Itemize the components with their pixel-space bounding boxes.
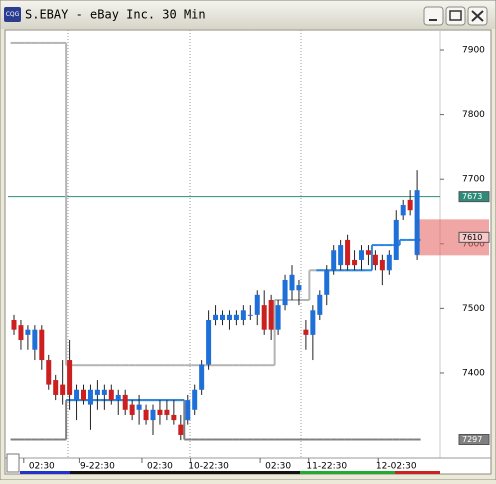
x-tick-label: 10-22:30 bbox=[188, 462, 229, 472]
candle-body bbox=[32, 329, 38, 350]
candle-body bbox=[261, 305, 267, 330]
candle-body bbox=[94, 389, 100, 395]
candle-body bbox=[171, 414, 177, 421]
candle-body bbox=[25, 329, 31, 335]
y-tick-label: 7900 bbox=[462, 46, 485, 56]
candle-body bbox=[296, 285, 302, 291]
x-tick-label: 12-02:30 bbox=[376, 462, 417, 472]
candle-body bbox=[414, 190, 420, 255]
candle-body bbox=[268, 299, 274, 330]
candle-body bbox=[386, 254, 392, 271]
x-tick-label: 02:30 bbox=[265, 462, 291, 472]
x-tick-label: 02:30 bbox=[147, 462, 173, 472]
time-bar-2 bbox=[70, 471, 300, 474]
candle-body bbox=[407, 199, 413, 211]
candle-body bbox=[39, 329, 45, 361]
candle-body bbox=[74, 389, 80, 401]
candle-body bbox=[352, 259, 358, 266]
y-tick-label: 7800 bbox=[462, 110, 485, 120]
candle-body bbox=[87, 389, 93, 405]
x-tick-label: 11-22:30 bbox=[306, 462, 347, 472]
candle-body bbox=[150, 409, 156, 421]
candle-body bbox=[164, 409, 170, 415]
candle-body bbox=[136, 404, 142, 410]
title-bar bbox=[1, 1, 495, 29]
maximize-button[interactable] bbox=[445, 6, 466, 26]
candle-body bbox=[101, 389, 107, 395]
window-title: S.EBAY - eBay Inc. 30 Min bbox=[25, 8, 206, 22]
candle-body bbox=[303, 329, 309, 335]
candle-body bbox=[108, 389, 114, 401]
candle-body bbox=[11, 320, 17, 330]
candle-body bbox=[185, 400, 191, 421]
candle-body bbox=[122, 394, 128, 410]
candle-body bbox=[143, 409, 149, 421]
price-tag-label: 7297 bbox=[462, 435, 482, 444]
y-tick-label: 7500 bbox=[462, 304, 485, 314]
candle-body bbox=[157, 409, 163, 415]
candle-body bbox=[213, 314, 219, 321]
x-tick-label: 9-22:30 bbox=[80, 462, 115, 472]
candle-body bbox=[359, 250, 364, 260]
price-tag-box bbox=[458, 433, 490, 445]
time-bar-1 bbox=[20, 471, 70, 474]
candle-body bbox=[192, 389, 198, 410]
y-tick-label: 7700 bbox=[462, 175, 485, 185]
candle-body bbox=[365, 250, 371, 255]
time-bar-3 bbox=[300, 471, 395, 474]
candle-body bbox=[226, 314, 232, 321]
candle-body bbox=[53, 380, 59, 395]
candle-body bbox=[81, 389, 86, 401]
candle-body bbox=[400, 205, 406, 216]
app-icon bbox=[4, 7, 21, 22]
minimize-button[interactable] bbox=[423, 6, 444, 26]
candle-body bbox=[372, 254, 378, 266]
candle-body bbox=[282, 279, 288, 306]
price-tag-label: 7610 bbox=[462, 233, 482, 242]
app-icon-text: CQG bbox=[6, 11, 20, 18]
candle-body bbox=[60, 384, 66, 395]
candle-body bbox=[317, 294, 323, 315]
candle-body bbox=[129, 404, 135, 415]
candle-body bbox=[379, 259, 385, 271]
scroll-box[interactable] bbox=[6, 453, 20, 473]
candle-body bbox=[247, 314, 253, 316]
y-tick-label: 7400 bbox=[462, 368, 485, 378]
candle-body bbox=[233, 314, 239, 321]
candle-body bbox=[178, 424, 184, 435]
candle-body bbox=[199, 364, 205, 390]
candle-body bbox=[393, 219, 399, 260]
candle-body bbox=[310, 310, 316, 335]
candle-body bbox=[206, 320, 212, 365]
candle-body bbox=[331, 250, 337, 271]
candle-body bbox=[275, 305, 281, 330]
candle-body bbox=[67, 360, 73, 395]
candle-body bbox=[345, 239, 351, 266]
price-tag-label: 7673 bbox=[462, 192, 482, 201]
candle-body bbox=[46, 360, 52, 385]
close-button[interactable] bbox=[467, 6, 488, 26]
price-tag-box bbox=[458, 191, 490, 203]
candle-body bbox=[324, 270, 330, 295]
candle-body bbox=[220, 314, 225, 321]
candle-body bbox=[254, 294, 260, 315]
candle-body bbox=[289, 274, 295, 291]
candle-body bbox=[338, 245, 344, 266]
price-tag-box bbox=[458, 231, 490, 243]
candle-body bbox=[240, 310, 246, 321]
x-tick-label: 02:30 bbox=[29, 462, 55, 472]
time-bar-4 bbox=[395, 471, 440, 474]
candle-body bbox=[18, 325, 24, 341]
candle-body bbox=[115, 394, 121, 401]
